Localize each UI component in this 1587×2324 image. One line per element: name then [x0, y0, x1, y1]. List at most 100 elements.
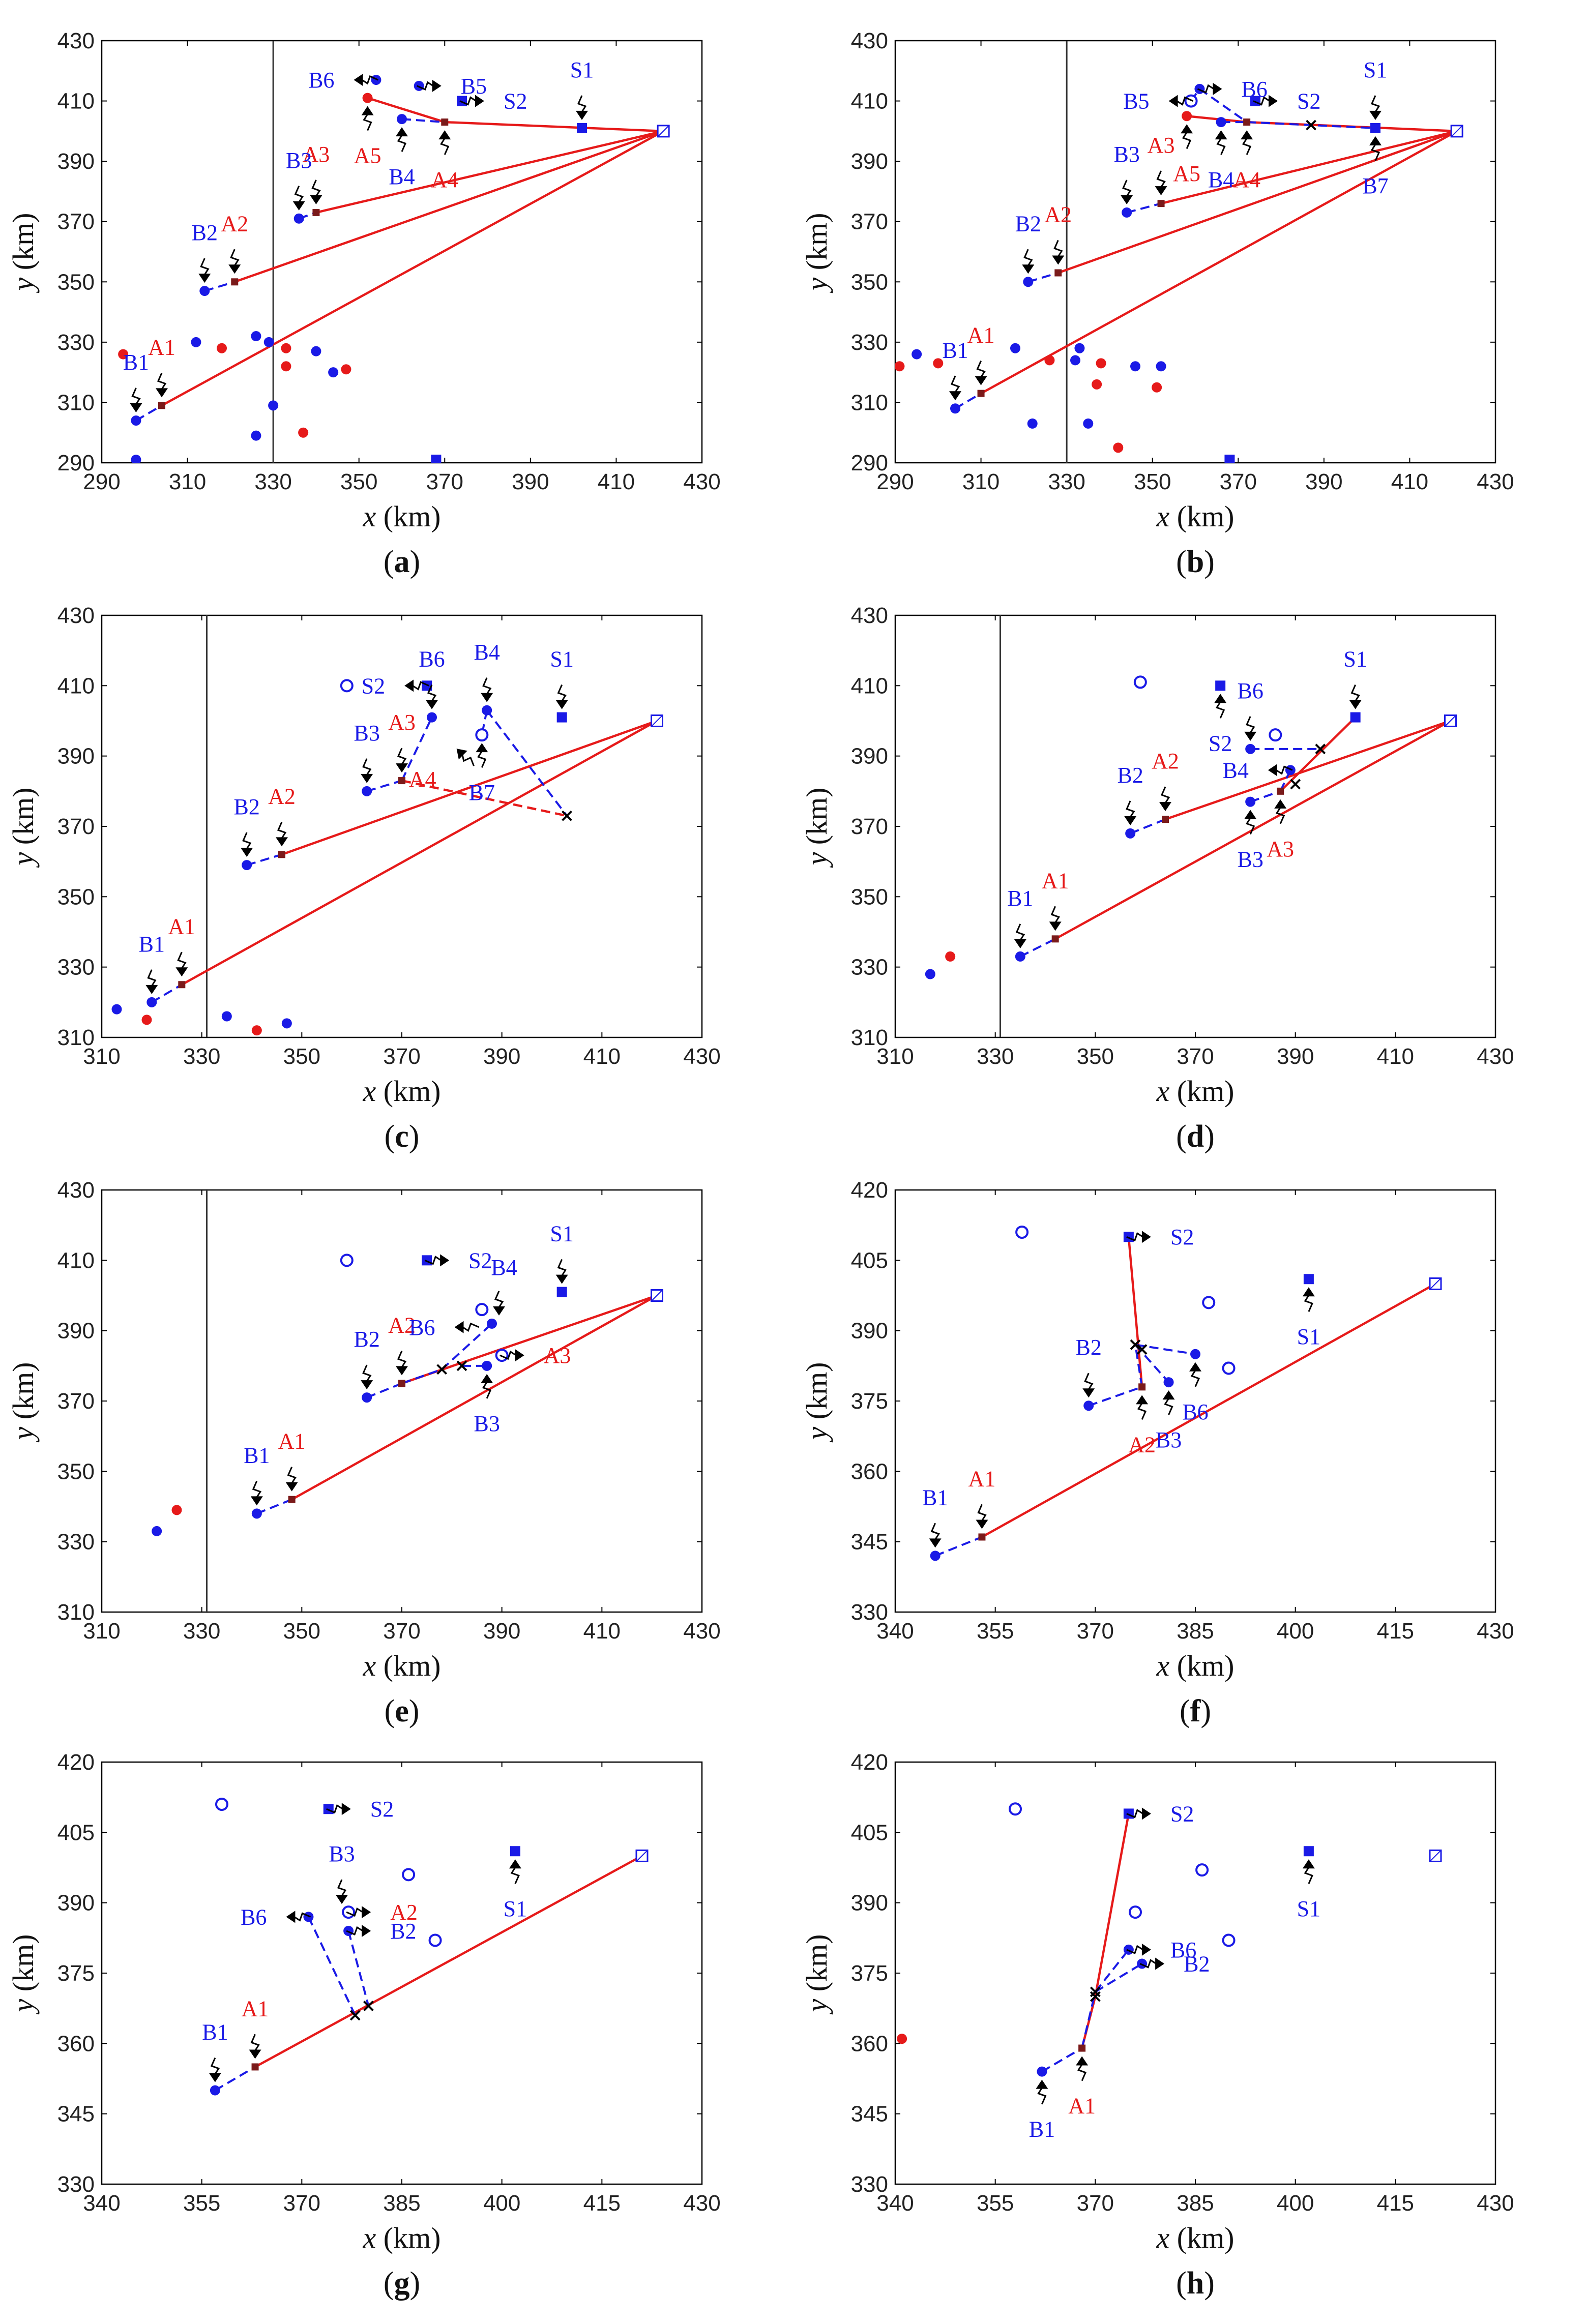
y-tick-label: 405 — [57, 1820, 95, 1845]
data-point — [950, 403, 960, 414]
data-point — [1070, 355, 1080, 366]
x-tick-label: 410 — [583, 1044, 621, 1069]
plot-area — [118, 41, 670, 463]
x-axis-label: x (km) — [363, 1075, 441, 1108]
x-tick-label: 390 — [483, 1044, 520, 1069]
x-tick-label: 430 — [683, 1044, 720, 1069]
x-tick-label: 370 — [383, 1044, 420, 1069]
label-arrow-icon — [1253, 95, 1278, 107]
data-point — [1370, 123, 1380, 133]
point-label-b4: B4 — [474, 640, 499, 665]
node-marker — [1157, 200, 1165, 207]
y-tick-label: 390 — [57, 744, 95, 769]
label-arrow-icon — [326, 1803, 351, 1815]
y-tick-label: 310 — [57, 1025, 95, 1050]
link-line — [366, 780, 402, 792]
label-arrow-icon — [1268, 764, 1293, 777]
data-point — [1130, 361, 1140, 372]
data-point-open — [1015, 1226, 1029, 1239]
point-label-b2: B2 — [1184, 1952, 1210, 1977]
point-label-b2: B2 — [390, 1919, 416, 1944]
point-label-b1: B1 — [244, 1443, 270, 1468]
link-line — [366, 1382, 402, 1398]
label-arrow-icon — [949, 375, 961, 401]
intersection-marker — [436, 1364, 448, 1375]
y-tick-label: 370 — [57, 814, 95, 839]
data-point — [1074, 343, 1085, 353]
x-tick-label: 355 — [977, 2191, 1014, 2216]
y-axis-label: y (km) — [7, 1934, 40, 2015]
data-point-open — [1009, 1802, 1022, 1816]
x-tick-label: 385 — [1177, 1619, 1214, 1644]
plot-area — [895, 41, 1463, 463]
label-arrow-icon — [361, 758, 373, 783]
label-arrow-icon — [417, 79, 442, 92]
y-tick-label: 310 — [57, 390, 95, 415]
data-point — [1027, 418, 1038, 429]
label-arrow-icon — [424, 1254, 450, 1267]
point-label-a1: A1 — [168, 914, 195, 939]
node-marker — [1078, 2044, 1086, 2052]
x-axis-label: x (km) — [363, 2221, 441, 2254]
point-label-s1: S1 — [570, 57, 594, 82]
data-point — [191, 337, 201, 347]
x-tick-label: 370 — [1077, 2191, 1114, 2216]
station-marker — [1215, 680, 1226, 691]
x-tick-label: 400 — [1277, 2191, 1314, 2216]
data-point-open — [1184, 94, 1198, 108]
x-axis-label: x (km) — [1156, 1075, 1235, 1108]
point-label-b3: B3 — [1156, 1427, 1182, 1452]
link-line — [1250, 790, 1281, 803]
label-arrow-icon — [555, 684, 568, 709]
route-line — [281, 720, 658, 856]
point-label-a1: A1 — [968, 1466, 996, 1491]
x-tick-label: 410 — [1377, 1044, 1414, 1069]
x-tick-label: 410 — [583, 1619, 621, 1644]
node-marker — [398, 1380, 405, 1387]
data-point — [131, 455, 141, 463]
x-tick-label: 330 — [183, 1044, 220, 1069]
y-tick-label: 345 — [851, 1530, 888, 1555]
x-tick-label: 350 — [283, 1619, 320, 1644]
route-line — [1094, 1813, 1130, 1997]
y-tick-label: 330 — [851, 955, 888, 980]
data-point — [118, 349, 129, 360]
x-tick-label: 430 — [1477, 1619, 1514, 1644]
link-line — [214, 2066, 256, 2092]
y-axis-label: y (km) — [800, 213, 833, 293]
point-label-s2: S2 — [504, 89, 527, 114]
route-line — [234, 130, 664, 283]
chart-panel-c: 310 330 350 370 390 410 430 310 330 350 370 390 410 4… — [7, 603, 721, 1154]
point-label-b3: B3 — [329, 1841, 355, 1866]
link-line — [151, 984, 183, 1003]
data-point — [152, 1526, 162, 1536]
station-marker — [556, 1287, 567, 1297]
x-tick-label: 310 — [169, 469, 206, 494]
plot-frame — [101, 614, 703, 1038]
data-point-open — [1133, 675, 1147, 689]
point-label-s2: S2 — [468, 1248, 492, 1273]
label-arrow-icon — [1197, 82, 1222, 95]
link-line — [1130, 818, 1166, 835]
label-arrow-icon — [285, 1467, 298, 1492]
label-arrow-icon — [276, 821, 288, 847]
node-marker — [441, 118, 449, 126]
chart-panel-f: 340 355 370 385 400 415 430 330 345 360 375 390 405 4… — [800, 1178, 1514, 1729]
label-arrow-icon — [1082, 1373, 1095, 1398]
y-tick-label: 330 — [57, 955, 95, 980]
data-point — [925, 969, 935, 979]
point-label-b6: B6 — [241, 1904, 267, 1929]
station-marker — [431, 455, 442, 463]
label-arrow-icon — [346, 1925, 371, 1937]
point-label-b1: B1 — [1007, 886, 1033, 911]
data-point — [1083, 1401, 1094, 1411]
link-line — [1027, 272, 1059, 283]
link-line — [1199, 88, 1248, 123]
data-point — [311, 346, 321, 356]
plot-frame — [894, 40, 1496, 464]
label-arrow-icon — [1126, 1231, 1151, 1243]
label-arrow-icon — [249, 2034, 261, 2059]
label-arrow-icon — [976, 1504, 988, 1529]
point-label-s1: S1 — [1297, 1324, 1320, 1349]
station-marker — [323, 1804, 334, 1814]
